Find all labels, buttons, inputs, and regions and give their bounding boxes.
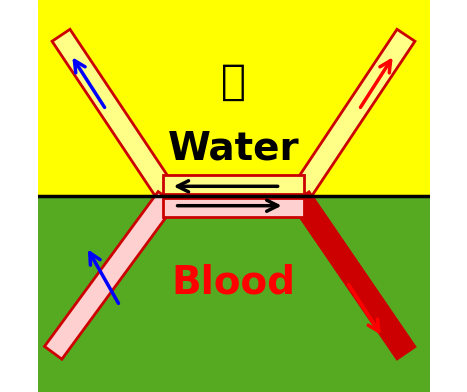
Polygon shape — [291, 29, 415, 200]
Polygon shape — [291, 192, 415, 359]
Polygon shape — [52, 29, 176, 200]
Text: Blood: Blood — [171, 263, 296, 301]
Bar — [37, 0, 430, 196]
Text: Water: Water — [168, 130, 299, 168]
Bar — [163, 198, 304, 217]
Bar — [37, 196, 430, 392]
Polygon shape — [44, 192, 176, 359]
Bar — [163, 175, 304, 194]
